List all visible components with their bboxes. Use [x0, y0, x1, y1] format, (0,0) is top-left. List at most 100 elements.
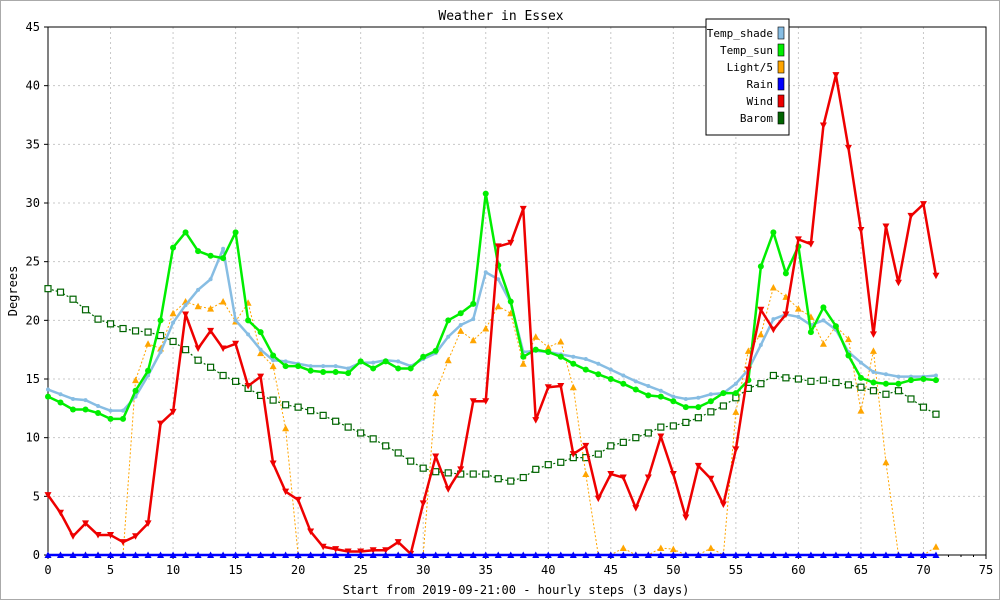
- data-point-temp-shade: [696, 395, 701, 400]
- data-point-temp-sun: [157, 317, 164, 324]
- data-point-temp-sun: [70, 406, 77, 413]
- data-point-light-5: [544, 343, 552, 351]
- data-point-rain: [357, 551, 365, 558]
- data-point-temp-sun: [270, 352, 277, 359]
- data-point-temp-sun: [445, 317, 452, 324]
- data-point-light-5: [582, 470, 590, 478]
- data-point-temp-sun: [295, 363, 302, 370]
- data-point-barom: [694, 414, 702, 422]
- data-point-rain: [394, 551, 402, 558]
- data-point-rain: [582, 551, 590, 558]
- data-point-light-5: [819, 340, 827, 347]
- data-point-temp-sun: [707, 398, 714, 405]
- series-temp-sun: [45, 190, 939, 422]
- data-point-temp-sun: [595, 371, 602, 378]
- data-point-temp-shade: [71, 396, 76, 401]
- data-point-temp-shade: [871, 369, 876, 374]
- legend-swatch: [777, 43, 785, 57]
- data-point-barom: [794, 375, 803, 383]
- x-tick-label: 70: [916, 563, 930, 577]
- data-point-wind: [369, 547, 377, 554]
- data-point-temp-shade: [308, 364, 313, 369]
- data-point-wind: [319, 543, 327, 551]
- data-point-wind: [832, 72, 840, 79]
- data-point-barom: [482, 470, 490, 478]
- data-point-rain: [894, 551, 902, 558]
- data-point-wind: [594, 495, 602, 503]
- data-point-temp-sun: [920, 376, 927, 382]
- data-point-wind: [769, 326, 777, 334]
- data-point-barom: [544, 461, 552, 469]
- data-point-temp-sun: [220, 255, 227, 262]
- data-point-light-5: [882, 458, 890, 466]
- data-point-temp-sun: [932, 377, 939, 384]
- data-point-wind: [294, 496, 302, 504]
- data-point-temp-sun: [645, 392, 652, 399]
- data-point-wind: [94, 532, 102, 539]
- data-point-barom: [369, 435, 377, 443]
- data-point-light-5: [619, 544, 627, 551]
- data-point-rain: [682, 551, 690, 558]
- data-point-temp-sun: [732, 390, 739, 397]
- data-point-light-5: [532, 333, 540, 340]
- data-point-rain: [494, 551, 502, 558]
- data-point-wind: [207, 327, 215, 335]
- data-point-light-5: [207, 305, 215, 312]
- data-point-wind: [482, 398, 490, 405]
- data-point-wind: [382, 547, 390, 554]
- data-point-wind: [532, 417, 540, 424]
- series-wind: [44, 72, 940, 558]
- data-point-wind: [519, 205, 527, 213]
- data-point-barom: [119, 324, 127, 333]
- data-point-rain: [619, 551, 627, 558]
- data-point-temp-sun: [770, 229, 777, 236]
- data-point-barom: [869, 387, 878, 395]
- data-point-rain: [782, 551, 790, 558]
- data-point-rain: [294, 551, 302, 558]
- data-point-temp-shade: [821, 318, 826, 323]
- data-point-temp-sun: [332, 368, 339, 375]
- data-point-rain: [419, 551, 427, 558]
- data-point-light-5: [494, 302, 502, 310]
- data-point-wind: [494, 243, 502, 250]
- data-point-wind: [44, 492, 52, 499]
- y-tick-label: 40: [26, 79, 40, 93]
- data-point-barom: [507, 477, 515, 485]
- data-point-wind: [894, 279, 902, 287]
- data-point-barom: [644, 429, 652, 437]
- data-point-temp-shade: [483, 270, 488, 275]
- data-point-temp-shade: [333, 364, 338, 369]
- x-tick-label: 15: [228, 563, 242, 577]
- data-point-light-5: [757, 330, 765, 338]
- data-point-temp-sun: [807, 329, 814, 336]
- data-point-wind: [682, 514, 690, 521]
- data-point-temp-sun: [57, 399, 64, 406]
- data-point-temp-shade: [271, 358, 276, 363]
- data-point-temp-shade: [171, 320, 176, 325]
- data-point-rain: [844, 551, 852, 558]
- data-point-light-5: [744, 347, 752, 354]
- data-point-barom: [894, 387, 903, 395]
- legend-label: Barom: [740, 112, 773, 125]
- legend-swatch: [777, 26, 785, 40]
- data-point-temp-sun: [145, 367, 152, 374]
- data-point-barom: [557, 458, 565, 466]
- legend-box: [705, 18, 790, 136]
- data-point-rain: [519, 551, 527, 558]
- plot-area-border: [47, 26, 987, 556]
- data-point-barom: [282, 401, 290, 409]
- data-point-barom: [832, 378, 840, 387]
- x-tick-label: 25: [353, 563, 367, 577]
- data-point-rain: [407, 551, 415, 558]
- data-point-light-5: [844, 335, 852, 343]
- data-point-rain: [432, 551, 440, 558]
- data-point-temp-sun: [320, 368, 327, 375]
- data-point-temp-sun: [632, 386, 639, 393]
- data-point-light-5: [707, 544, 715, 551]
- series-group: [44, 72, 940, 558]
- data-point-rain: [269, 551, 277, 558]
- data-point-temp-shade: [158, 350, 163, 355]
- data-point-temp-sun: [245, 317, 252, 324]
- data-point-barom: [882, 390, 890, 398]
- data-point-wind: [557, 383, 565, 390]
